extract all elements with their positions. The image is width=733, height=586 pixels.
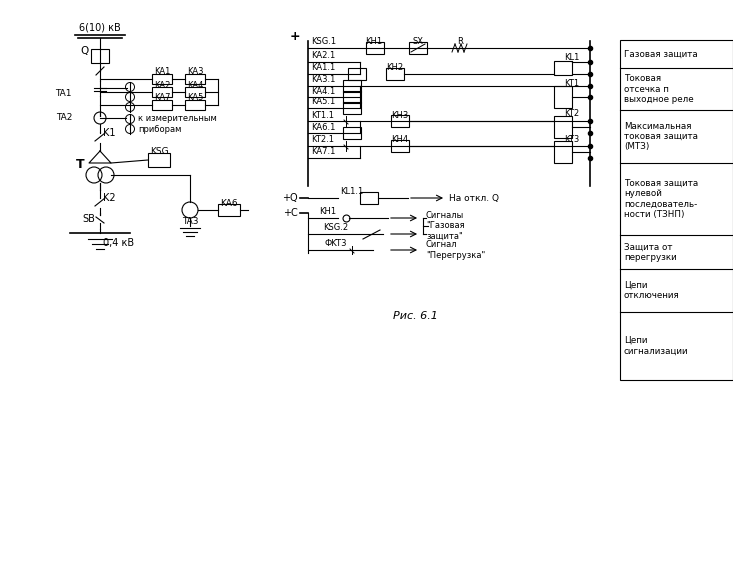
Text: KA2: KA2 bbox=[154, 80, 170, 90]
Text: KT2: KT2 bbox=[564, 110, 579, 118]
Text: KA1: KA1 bbox=[154, 67, 170, 77]
Text: KT1.1: KT1.1 bbox=[311, 111, 334, 120]
Text: Q: Q bbox=[81, 46, 89, 56]
Bar bbox=[152, 74, 172, 84]
Bar bbox=[620, 40, 733, 380]
Text: KT2.1: KT2.1 bbox=[311, 135, 334, 145]
Bar bbox=[343, 127, 361, 139]
Bar bbox=[554, 141, 572, 163]
Text: KA5: KA5 bbox=[187, 94, 203, 103]
Text: Цепи
сигнализации: Цепи сигнализации bbox=[624, 336, 688, 356]
Text: KT3: KT3 bbox=[564, 135, 579, 144]
Text: KA7: KA7 bbox=[154, 94, 170, 103]
Text: KH4: KH4 bbox=[391, 135, 408, 145]
Text: SX: SX bbox=[413, 38, 424, 46]
Text: KT1: KT1 bbox=[564, 80, 579, 88]
Bar bbox=[554, 86, 572, 108]
Text: KH2: KH2 bbox=[386, 63, 404, 73]
Bar bbox=[343, 80, 361, 92]
Text: R: R bbox=[457, 38, 463, 46]
Text: +Q: +Q bbox=[282, 193, 298, 203]
Bar bbox=[343, 91, 361, 103]
Text: Цепи
отключения: Цепи отключения bbox=[624, 281, 679, 300]
Text: Максимальная
токовая защита
(МТЗ): Максимальная токовая защита (МТЗ) bbox=[624, 122, 698, 151]
Text: KA6.1: KA6.1 bbox=[311, 122, 336, 131]
Bar bbox=[391, 115, 409, 127]
Bar bbox=[360, 192, 378, 204]
Text: Токовая защита
нулевой
последователь-
ности (ТЗНП): Токовая защита нулевой последователь- но… bbox=[624, 179, 699, 219]
Text: TA1: TA1 bbox=[56, 90, 72, 98]
Bar bbox=[185, 100, 205, 110]
Text: Защита от
перегрузки: Защита от перегрузки bbox=[624, 243, 677, 262]
Text: Рис. 6.1: Рис. 6.1 bbox=[393, 311, 438, 321]
Text: KSG.1: KSG.1 bbox=[311, 38, 336, 46]
Bar bbox=[386, 68, 404, 80]
Text: KH3: KH3 bbox=[391, 111, 408, 120]
Bar bbox=[391, 140, 409, 152]
Bar bbox=[185, 87, 205, 97]
Text: KA3.1: KA3.1 bbox=[311, 76, 336, 84]
Text: KH1: KH1 bbox=[320, 206, 336, 216]
Text: 0,4 кВ: 0,4 кВ bbox=[103, 238, 134, 248]
Text: Сигналы
"Газовая
защита": Сигналы "Газовая защита" bbox=[426, 211, 465, 241]
Text: TA2: TA2 bbox=[56, 114, 72, 122]
Text: T: T bbox=[76, 158, 84, 171]
Text: ФKT3: ФKT3 bbox=[325, 239, 347, 247]
Text: KSG: KSG bbox=[150, 146, 169, 155]
Bar bbox=[409, 42, 427, 54]
Text: KA4: KA4 bbox=[187, 80, 203, 90]
Bar bbox=[348, 68, 366, 80]
Bar bbox=[554, 116, 572, 138]
Text: KA4.1: KA4.1 bbox=[311, 87, 335, 96]
Text: KSG.2: KSG.2 bbox=[323, 223, 349, 231]
Text: TA3: TA3 bbox=[182, 216, 198, 226]
Text: +C: +C bbox=[283, 208, 298, 218]
Bar bbox=[91, 49, 109, 63]
Text: Газовая защита: Газовая защита bbox=[624, 50, 698, 59]
Bar bbox=[218, 204, 240, 216]
Text: KL1.1: KL1.1 bbox=[340, 188, 364, 196]
Text: KA2.1: KA2.1 bbox=[311, 52, 335, 60]
Bar bbox=[554, 61, 572, 75]
Text: SB: SB bbox=[82, 214, 95, 224]
Bar bbox=[152, 87, 172, 97]
Text: Сигнал
"Перегрузка": Сигнал "Перегрузка" bbox=[426, 240, 485, 260]
Text: KA6: KA6 bbox=[220, 199, 237, 207]
Text: KA5.1: KA5.1 bbox=[311, 97, 335, 107]
Bar bbox=[152, 100, 172, 110]
Bar bbox=[148, 153, 170, 167]
Text: Токовая
отсечка п
выходное реле: Токовая отсечка п выходное реле bbox=[624, 74, 693, 104]
Text: K2: K2 bbox=[103, 193, 116, 203]
Text: к измерительным
приборам: к измерительным приборам bbox=[138, 114, 217, 134]
Text: 6(10) кВ: 6(10) кВ bbox=[79, 23, 121, 33]
Bar bbox=[366, 42, 384, 54]
Text: KA1.1: KA1.1 bbox=[311, 63, 335, 73]
Text: KA3: KA3 bbox=[187, 67, 203, 77]
Text: +: + bbox=[290, 30, 300, 43]
Bar bbox=[343, 102, 361, 114]
Text: KA7.1: KA7.1 bbox=[311, 148, 336, 156]
Text: KH1: KH1 bbox=[366, 38, 383, 46]
Text: KL1: KL1 bbox=[564, 53, 579, 62]
Text: На откл. Q: На откл. Q bbox=[449, 193, 499, 203]
Bar bbox=[185, 74, 205, 84]
Text: K1: K1 bbox=[103, 128, 116, 138]
